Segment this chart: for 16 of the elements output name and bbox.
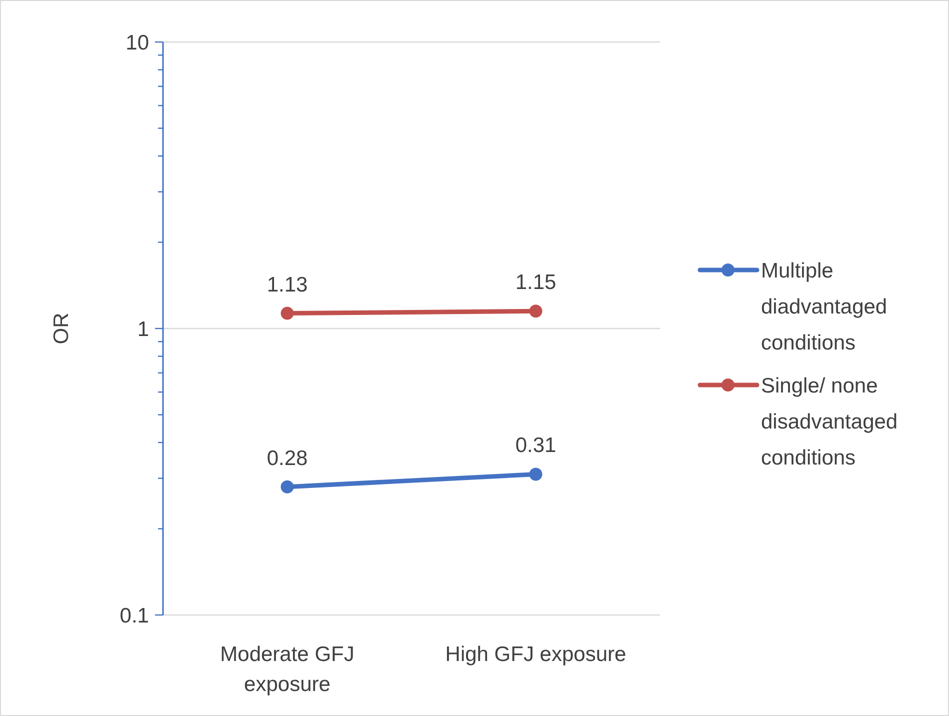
y-tick-label: 0.1 — [120, 604, 149, 628]
y-axis-title: OR — [50, 312, 73, 344]
data-label: 1.15 — [515, 271, 556, 294]
point — [280, 306, 294, 320]
y-tick-label: 10 — [126, 31, 149, 54]
x-tick-label: Moderate GFJ exposure — [220, 643, 354, 696]
data-label: 0.31 — [515, 434, 556, 458]
legend-label: Multiple diadvantaged conditions — [761, 259, 888, 354]
point — [529, 468, 542, 481]
point — [280, 480, 294, 494]
data-label: 1.13 — [266, 273, 308, 296]
legend-label: Single/ none disadvantaged conditions — [761, 374, 898, 470]
data-label: 0.28 — [266, 446, 308, 470]
point — [529, 304, 542, 318]
x-tick-label: High GFJ exposure — [445, 643, 626, 666]
y-tick-label: 1 — [137, 318, 149, 341]
